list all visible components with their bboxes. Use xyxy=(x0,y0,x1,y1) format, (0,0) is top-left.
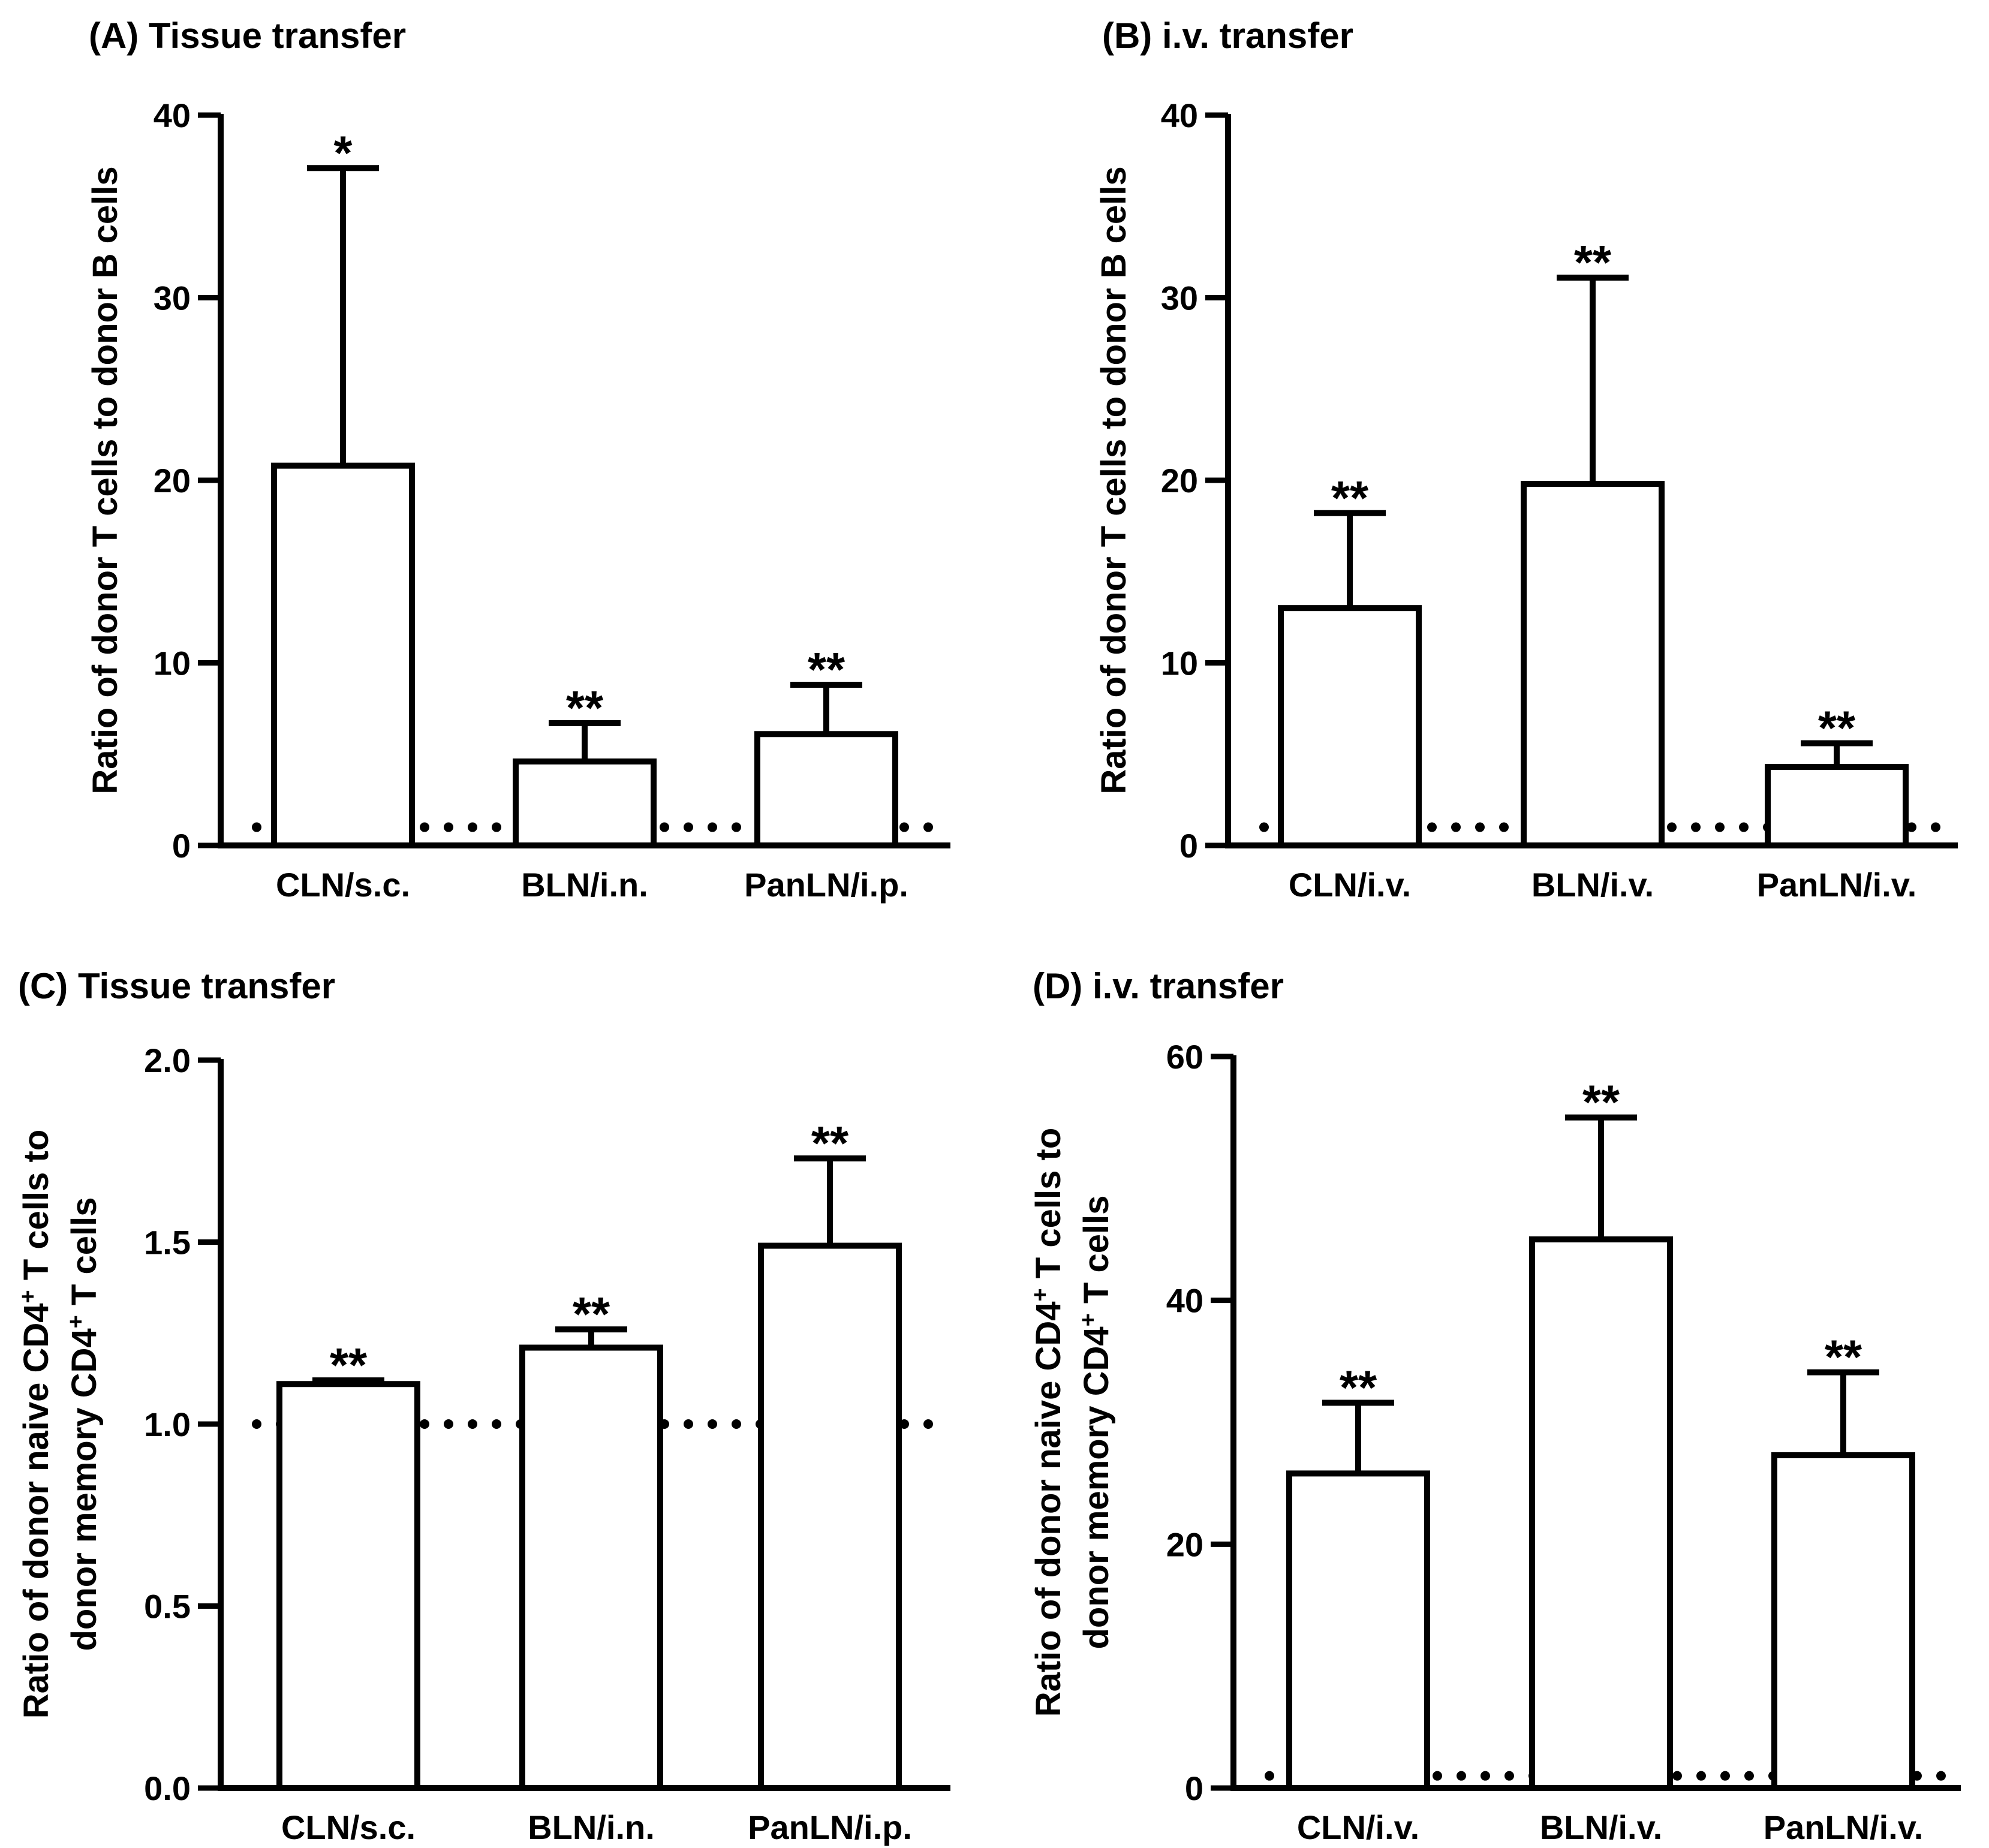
y-axis-label-text: T cells xyxy=(1077,1195,1116,1313)
panel-title-text: i.v. transfer xyxy=(1162,16,1353,56)
y-axis-label: Ratio of donor naive CD4+ T cells to xyxy=(16,1130,56,1719)
significance-label: ** xyxy=(808,643,845,696)
y-tick-label: 20 xyxy=(154,462,191,499)
significance-label: * xyxy=(333,126,353,179)
y-tick-label: 1.0 xyxy=(144,1405,191,1443)
y-tick-label: 0 xyxy=(1185,1769,1203,1807)
y-axis-label-text: Ratio of donor naive CD4 xyxy=(1029,1301,1068,1717)
panel-title: (A) Tissue transfer xyxy=(89,16,406,56)
bar xyxy=(1771,1452,1915,1791)
bar xyxy=(276,1381,420,1791)
y-tick-label: 0.0 xyxy=(144,1769,191,1807)
y-tick-label: 2.0 xyxy=(144,1042,191,1079)
y-tick-label: 1.5 xyxy=(144,1224,191,1262)
panel-title: (C) Tissue transfer xyxy=(18,966,335,1006)
y-tick-label: 40 xyxy=(1161,97,1198,134)
chart-panel-b: (B) i.v. transfer Ratio of donor T cells … xyxy=(1094,16,1963,904)
x-tick-label: BLN/i.v. xyxy=(1531,866,1654,904)
y-tick-label: 0 xyxy=(172,827,191,865)
y-tick-label: 30 xyxy=(154,279,191,317)
x-tick-label: CLN/s.c. xyxy=(281,1808,416,1846)
x-tick-label: CLN/i.v. xyxy=(1289,866,1411,904)
chart-panel-d: (D) i.v. transfer Ratio of donor naive CD… xyxy=(1028,966,1966,1846)
y-axis-label-text: T cells to xyxy=(1029,1128,1068,1289)
bar xyxy=(754,731,898,848)
y-axis-label: Ratio of donor naive CD4+ T cells to xyxy=(1028,1128,1068,1717)
y-axis-label-superscript: + xyxy=(1076,1313,1101,1326)
significance-label: ** xyxy=(1582,1076,1620,1129)
y-axis-label-text: T cells to xyxy=(17,1130,56,1290)
x-tick-label: PanLN/i.v. xyxy=(1764,1808,1924,1846)
significance-label: ** xyxy=(811,1116,849,1170)
x-tick-label: CLN/s.c. xyxy=(276,866,410,904)
panel-label: (D) xyxy=(1033,966,1093,1006)
y-tick-label: 40 xyxy=(154,97,191,134)
x-tick-label: BLN/i.n. xyxy=(528,1808,655,1846)
y-tick-label: 0 xyxy=(1179,827,1198,865)
y-tick-label: 30 xyxy=(1161,279,1198,317)
x-tick-label: BLN/i.n. xyxy=(521,866,648,904)
bar xyxy=(758,1242,902,1792)
y-axis-label-superscript: + xyxy=(16,1290,41,1303)
y-tick-label: 20 xyxy=(1166,1525,1203,1563)
panel-label: (C) xyxy=(18,966,78,1006)
x-tick-label: BLN/i.v. xyxy=(1540,1808,1662,1846)
y-axis-label: Ratio of donor T cells to donor B cells xyxy=(1094,166,1133,794)
y-axis-label-superscript: + xyxy=(1028,1288,1053,1301)
panel-title: (B) i.v. transfer xyxy=(1102,16,1353,56)
y-tick-label: 10 xyxy=(1161,645,1198,682)
significance-label: ** xyxy=(1574,236,1612,289)
y-tick-label: 60 xyxy=(1166,1038,1203,1076)
significance-label: ** xyxy=(566,681,604,735)
panel-title-text: i.v. transfer xyxy=(1093,966,1284,1006)
panel-title: (D) i.v. transfer xyxy=(1033,966,1284,1006)
y-axis-label: Ratio of donor T cells to donor B cells xyxy=(86,166,125,794)
significance-label: ** xyxy=(1340,1361,1377,1414)
y-axis-label-text: T cells xyxy=(65,1197,104,1315)
x-tick-label: PanLN/i.p. xyxy=(748,1808,912,1846)
bar xyxy=(1765,764,1909,848)
bar xyxy=(513,758,657,849)
bar xyxy=(271,462,415,848)
y-axis-label: donor memory CD4+ T cells xyxy=(1076,1195,1116,1649)
bar xyxy=(1278,605,1422,849)
significance-label: ** xyxy=(1331,471,1369,525)
bar xyxy=(1286,1470,1430,1791)
significance-label: ** xyxy=(1818,701,1856,754)
x-tick-label: CLN/i.v. xyxy=(1297,1808,1419,1846)
y-tick-label: 40 xyxy=(1166,1282,1203,1320)
y-tick-label: 20 xyxy=(1161,462,1198,499)
bar xyxy=(519,1344,663,1791)
panel-title-text: Tissue transfer xyxy=(149,16,406,56)
bar xyxy=(1521,481,1665,848)
y-tick-label: 10 xyxy=(154,645,191,682)
chart-panel-c: (C) Tissue transfer Ratio of donor naive … xyxy=(16,966,955,1846)
chart-panel-a: (A) Tissue transfer Ratio of donor T cell… xyxy=(86,16,955,904)
y-axis-label-text: Ratio of donor naive CD4 xyxy=(17,1303,56,1718)
panel-title-text: Tissue transfer xyxy=(78,966,335,1006)
y-axis-label-text: donor memory CD4 xyxy=(1077,1326,1116,1649)
bar xyxy=(1529,1236,1673,1791)
significance-label: ** xyxy=(330,1338,368,1392)
x-tick-label: PanLN/i.p. xyxy=(744,866,908,904)
panel-label: (B) xyxy=(1102,16,1162,56)
y-axis-label: donor memory CD4+ T cells xyxy=(64,1197,104,1651)
y-axis-label-text: donor memory CD4 xyxy=(65,1328,104,1651)
y-axis-label-superscript: + xyxy=(64,1315,89,1328)
panel-label: (A) xyxy=(89,16,149,56)
significance-label: ** xyxy=(573,1287,610,1341)
y-tick-label: 0.5 xyxy=(144,1588,191,1626)
significance-label: ** xyxy=(1825,1331,1862,1384)
x-tick-label: PanLN/i.v. xyxy=(1757,866,1917,904)
